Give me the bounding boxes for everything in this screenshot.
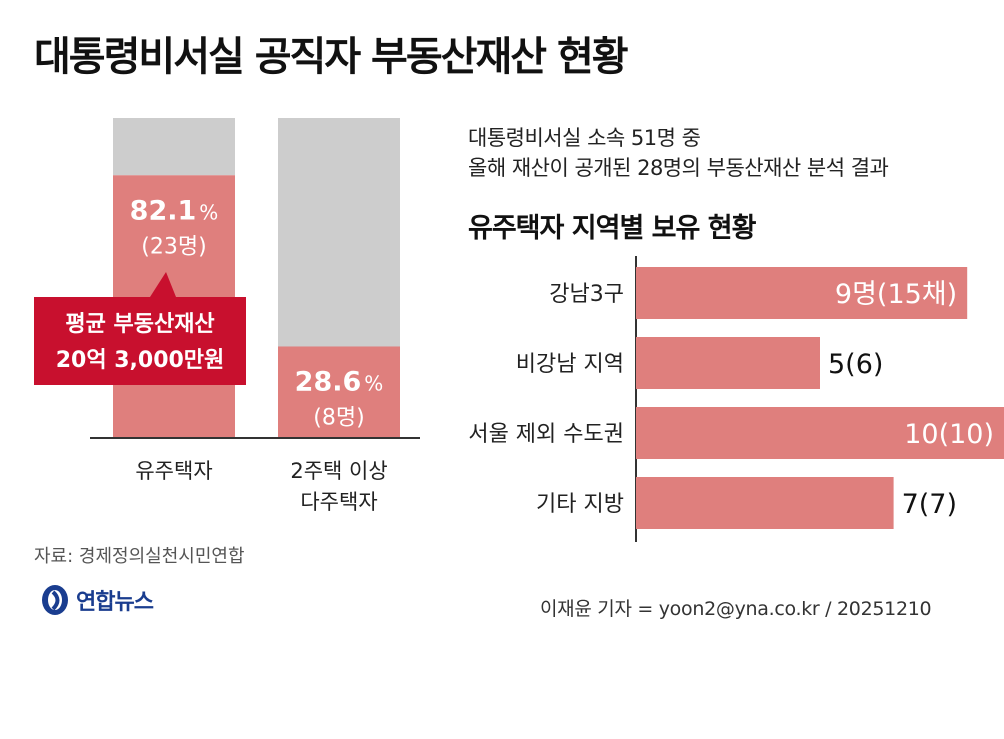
share-value-label-1: 28.6%: [295, 366, 384, 397]
callout-pointer: [150, 272, 176, 297]
category-label-1-1: 다주택자: [300, 490, 377, 514]
remainder-bar-0: [113, 118, 235, 176]
region-category-label-2: 서울 제외 수도권: [468, 422, 624, 447]
region-category-label-0: 강남3구: [549, 282, 624, 307]
description-line-2: 올해 재산이 공개된 28명의 부동산재산 분석 결과: [468, 156, 889, 180]
reporter-credit: 이재윤 기자 = yoon2@yna.co.kr / 20251210: [540, 598, 932, 620]
yonhap-logo-text: 연합뉴스: [76, 590, 154, 615]
yonhap-logo-icon: [42, 585, 68, 615]
share-value-unit-0: %: [199, 200, 218, 224]
region-bar-0: [636, 267, 968, 319]
yonhap-logo: 연합뉴스: [40, 580, 154, 620]
region-bar-chart: 강남3구 9명(15채) 비강남 지역 5(6) 서울 제외 수도권 10(10) 기타 지…: [468, 256, 1004, 542]
remainder-bar-1: [278, 118, 400, 347]
source-note: 자료: 경제정의실천시민연합: [34, 546, 245, 567]
category-label-1-0: 2주택 이상: [290, 459, 387, 483]
callout-line-1: 20억 3,000만원: [56, 348, 225, 373]
share-count-label-0: (23명): [141, 234, 206, 259]
region-value-label-1: 5(6): [828, 349, 883, 380]
region-bar-3: [636, 477, 894, 529]
description-line-1: 대통령비서실 소속 51명 중: [468, 126, 701, 150]
share-value-number-1: 28.6: [295, 366, 362, 397]
share-value-label-0: 82.1%: [130, 195, 219, 226]
region-category-label-1: 비강남 지역: [516, 352, 624, 377]
region-value-label-0: 9명(15채): [835, 279, 957, 310]
share-count-label-1: (8명): [313, 405, 364, 430]
page-title: 대통령비서실 공직자 부동산재산 현황: [34, 34, 629, 80]
share-value-number-0: 82.1: [130, 195, 197, 226]
region-chart-title: 유주택자 지역별 보유 현황: [468, 213, 756, 244]
region-bar-2: [636, 407, 1004, 459]
region-value-label-3: 7(7): [902, 489, 957, 520]
share-bar-1: [278, 346, 400, 438]
category-label-0-0: 유주택자: [135, 459, 212, 483]
region-bar-1: [636, 337, 820, 389]
share-value-unit-1: %: [364, 371, 383, 395]
callout-box: [34, 297, 246, 385]
region-category-label-3: 기타 지방: [536, 492, 624, 517]
region-value-label-2: 10(10): [904, 419, 994, 450]
callout-line-0: 평균 부동산재산: [65, 312, 214, 337]
